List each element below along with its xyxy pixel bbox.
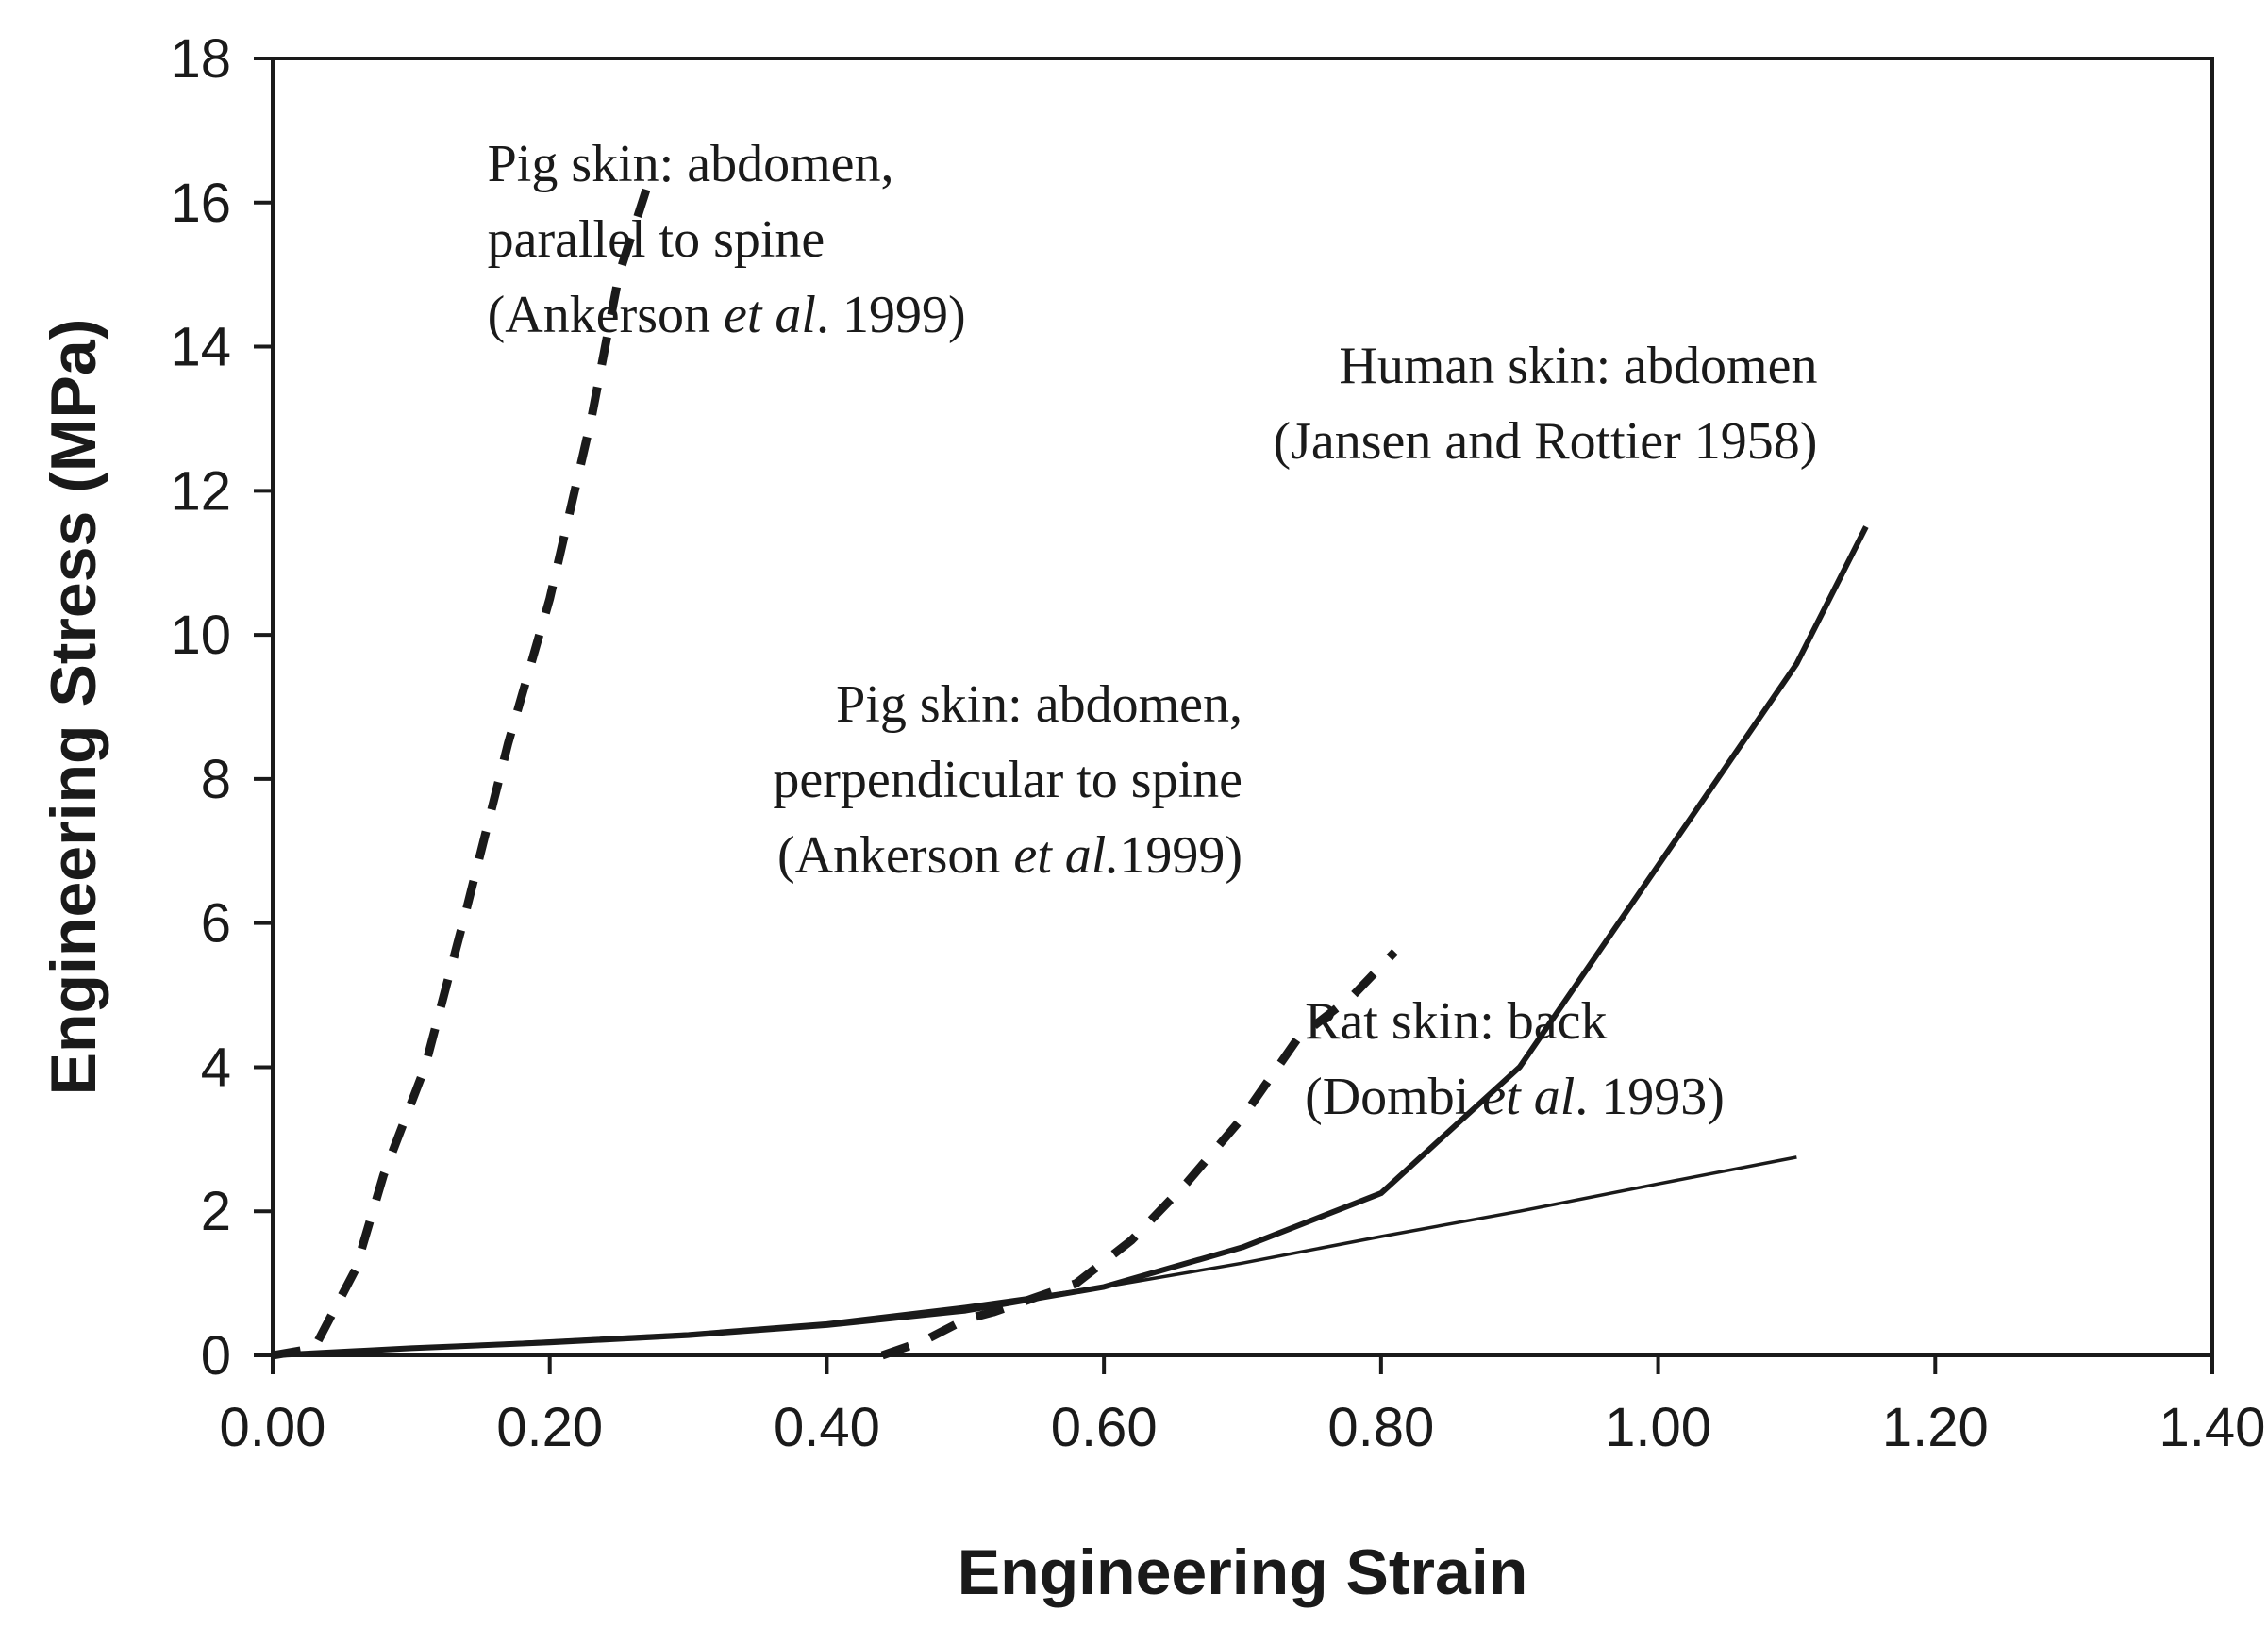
annotation-text: et al.: [1013, 826, 1119, 885]
y-tick-label: 14: [170, 317, 231, 378]
plot-frame: [271, 57, 2214, 1357]
x-tick-label: 0.80: [1327, 1397, 1434, 1458]
annotation-line: (Ankerson et al.1999): [777, 826, 1242, 885]
x-tick-label: 0.20: [496, 1397, 603, 1458]
annotation-text: (Dombi: [1305, 1068, 1482, 1126]
annotation-line: (Dombi et al. 1993): [1305, 1068, 1725, 1126]
y-tick-label: 12: [170, 460, 231, 522]
x-tick-label: 0.60: [1051, 1397, 1158, 1458]
annotation-text: (Jansen and Rottier 1958): [1273, 412, 1817, 471]
y-tick-label: 10: [170, 605, 231, 666]
series-layer: [272, 187, 1869, 1360]
y-tick-label: 8: [201, 749, 231, 810]
x-axis-title: Engineering Strain: [958, 1536, 1528, 1608]
y-tick-label: 16: [170, 173, 231, 234]
y-tick-label: 2: [201, 1181, 231, 1242]
annotation-text: parallel to spine: [488, 210, 825, 269]
annotation-line: Pig skin: abdomen,: [836, 675, 1242, 734]
x-axis: 0.00 0.20 0.40 0.60 0.80 1.00 1.20 1.40: [220, 1355, 2266, 1458]
y-tick-label: 18: [170, 28, 231, 90]
annotation-text: (Ankerson: [777, 826, 1013, 885]
annotation-text: et al: [1482, 1068, 1575, 1126]
x-tick-label: 0.00: [220, 1397, 326, 1458]
annotation-line: parallel to spine: [488, 210, 825, 269]
annotation-text: . 1999): [816, 286, 966, 344]
y-tick-label: 4: [201, 1037, 231, 1098]
annotation-line: (Jansen and Rottier 1958): [1273, 412, 1817, 471]
annotation-text: . 1993): [1575, 1068, 1725, 1126]
annotation-text: perpendicular to spine: [773, 751, 1242, 809]
annotation-text: Human skin: abdomen: [1339, 337, 1817, 395]
y-tick-label: 0: [201, 1325, 231, 1386]
annotation-text: et al: [724, 286, 816, 344]
annotation-text: Pig skin: abdomen,: [836, 675, 1242, 734]
x-tick-label: 1.00: [1605, 1397, 1711, 1458]
annotation-line: Pig skin: abdomen,: [488, 135, 894, 193]
annotation-text: Pig skin: abdomen,: [488, 135, 894, 193]
x-tick-label: 0.40: [774, 1397, 880, 1458]
annotation-text: (Ankerson: [488, 286, 724, 344]
series-line-rat-back: [272, 1155, 1797, 1357]
annotation-line: perpendicular to spine: [773, 751, 1242, 809]
plot-border: [271, 57, 2214, 1357]
series-line-human-abdomen: [272, 525, 1869, 1358]
annotation-layer: Pig skin: abdomen, parallel to spine (Anke…: [488, 135, 1818, 1126]
annotation-pig-parallel-label: Pig skin: abdomen, parallel to spine (Anke…: [488, 135, 966, 344]
annotation-human-label: Human skin: abdomen (Jansen and Rottier 1…: [1273, 337, 1817, 471]
annotation-line: Rat skin: back: [1305, 992, 1607, 1051]
y-axis-title: Engineering Stress (MPa): [38, 319, 109, 1096]
annotation-pig-perpendicular-label: Pig skin: abdomen, perpendicular to spine…: [773, 675, 1242, 885]
series-line-pig-parallel: [272, 187, 651, 1360]
x-tick-label: 1.20: [1882, 1397, 1989, 1458]
y-tick-label: 6: [201, 893, 231, 955]
y-axis: 0 2 4 6 8 10 12 14 16 18: [170, 28, 273, 1386]
x-tick-label: 1.40: [2160, 1397, 2266, 1458]
annotation-text: 1999): [1119, 826, 1242, 885]
annotation-line: (Ankerson et al. 1999): [488, 286, 966, 344]
annotation-text: Rat skin: back: [1305, 992, 1607, 1051]
annotation-rat-label: Rat skin: back (Dombi et al. 1993): [1305, 992, 1725, 1126]
annotation-line: Human skin: abdomen: [1339, 337, 1817, 395]
